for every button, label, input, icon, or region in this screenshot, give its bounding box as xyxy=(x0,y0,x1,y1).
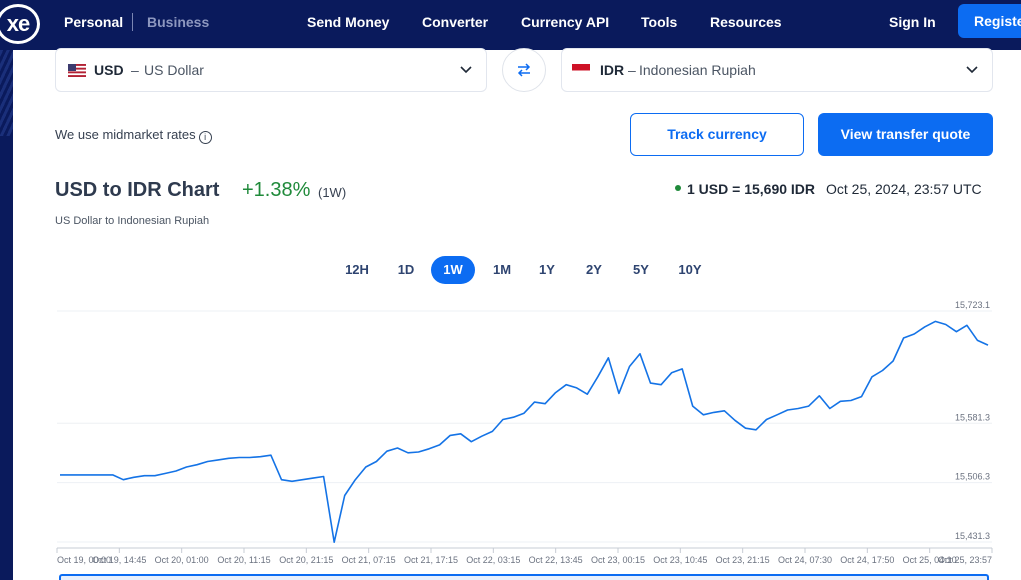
to-currency-code: IDR xyxy=(600,62,625,78)
chart-period-label: (1W) xyxy=(318,185,347,200)
midmarket-note: We use midmarket rates i xyxy=(55,127,212,144)
x-tick-label: Oct 23, 21:15 xyxy=(716,555,770,565)
x-tick-label: Oct 20, 21:15 xyxy=(279,555,333,565)
x-tick-label: Oct 23, 10:45 xyxy=(653,555,707,565)
period-2y[interactable]: 2Y xyxy=(586,262,602,277)
xe-logo[interactable]: xe xyxy=(0,4,40,44)
x-tick-label: Oct 22, 03:15 xyxy=(466,555,520,565)
top-navigation: xe Personal Business Send Money Converte… xyxy=(0,0,1021,50)
x-tick-label: Oct 20, 01:00 xyxy=(155,555,209,565)
x-tick-label: Oct 21, 17:15 xyxy=(404,555,458,565)
x-tick-label: Oct 21, 07:15 xyxy=(342,555,396,565)
rate-timestamp: Oct 25, 2024, 23:57 UTC xyxy=(826,181,982,197)
decorative-strip xyxy=(0,50,13,136)
chart-range-navigator[interactable] xyxy=(59,574,989,580)
chevron-down-icon xyxy=(966,66,978,74)
swap-arrows-icon xyxy=(517,63,531,77)
to-currency-name: Indonesian Rupiah xyxy=(639,62,756,78)
chart-title: USD to IDR Chart xyxy=(55,179,220,201)
x-tick-label: Oct 24, 07:30 xyxy=(778,555,832,565)
view-transfer-quote-button[interactable]: View transfer quote xyxy=(818,113,993,156)
y-tick-label: 15,506.3 xyxy=(955,472,990,482)
x-tick-label: Oct 25, 23:57 xyxy=(938,555,992,565)
x-tick-label: Oct 23, 00:15 xyxy=(591,555,645,565)
nav-divider xyxy=(132,13,133,31)
y-tick-label: 15,431.3 xyxy=(955,531,990,541)
nav-currency-api[interactable]: Currency API xyxy=(521,14,610,30)
midmarket-text: We use midmarket rates xyxy=(55,127,196,142)
x-tick-label: Oct 25, 04:10 xyxy=(903,555,957,565)
swap-currencies-button[interactable] xyxy=(502,48,546,92)
id-flag-icon xyxy=(572,64,590,77)
period-1y[interactable]: 1Y xyxy=(539,262,555,277)
period-1m[interactable]: 1M xyxy=(492,262,512,277)
nav-converter[interactable]: Converter xyxy=(422,14,489,30)
chart-change-percent: +1.38% xyxy=(242,179,311,201)
x-tick-label: Oct 19, 00:00 xyxy=(57,555,111,565)
sign-in-link[interactable]: Sign In xyxy=(889,14,936,30)
nav-personal[interactable]: Personal xyxy=(64,14,124,30)
x-tick-label: Oct 24, 17:50 xyxy=(840,555,894,565)
y-tick-label: 15,723.1 xyxy=(955,300,990,310)
nav-send-money[interactable]: Send Money xyxy=(307,14,390,30)
to-currency-select[interactable]: IDR – Indonesian Rupiah xyxy=(561,48,993,92)
live-indicator-dot xyxy=(675,185,681,191)
nav-business[interactable]: Business xyxy=(147,14,210,30)
nav-resources[interactable]: Resources xyxy=(710,14,782,30)
x-tick-label: Oct 22, 13:45 xyxy=(529,555,583,565)
chart-subtitle: US Dollar to Indonesian Rupiah xyxy=(55,215,210,227)
from-currency-name: US Dollar xyxy=(144,62,204,78)
rate-series-line xyxy=(60,320,989,544)
period-10y[interactable]: 10Y xyxy=(678,262,702,277)
x-tick-label: Oct 20, 11:15 xyxy=(217,555,270,565)
nav-tools[interactable]: Tools xyxy=(641,14,678,30)
from-currency-dash: – xyxy=(131,62,139,78)
current-rate: 1 USD = 15,690 IDR xyxy=(687,181,816,197)
info-icon[interactable]: i xyxy=(198,131,212,144)
x-tick-label: Oct 19, 14:45 xyxy=(92,555,146,565)
period-12h[interactable]: 12H xyxy=(345,262,369,277)
period-1d[interactable]: 1D xyxy=(397,262,415,277)
register-button[interactable]: Registe xyxy=(958,4,1021,38)
track-currency-button[interactable]: Track currency xyxy=(630,113,804,156)
y-tick-label: 15,581.3 xyxy=(955,412,990,422)
period-5y[interactable]: 5Y xyxy=(633,262,649,277)
from-currency-code: USD xyxy=(94,62,124,78)
us-flag-icon xyxy=(68,64,86,77)
chevron-down-icon xyxy=(460,66,472,74)
to-currency-dash: – xyxy=(628,62,636,78)
period-1w[interactable]: 1W xyxy=(431,256,475,284)
from-currency-select[interactable]: USD – US Dollar xyxy=(55,48,487,92)
